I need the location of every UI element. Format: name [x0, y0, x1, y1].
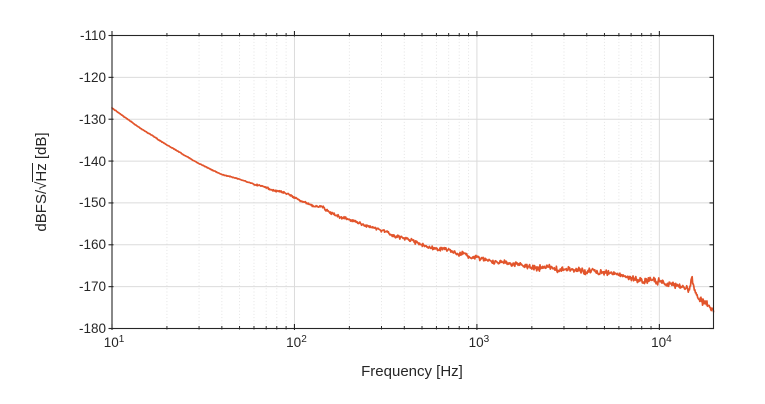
- x-tick-label: 101: [92, 333, 136, 351]
- y-tick-label: -160: [78, 237, 106, 253]
- y-axis-label-post: [dB]: [33, 132, 50, 164]
- y-tick-label: -120: [78, 69, 106, 85]
- x-tick-exponent: 2: [301, 333, 307, 345]
- x-tick-base: 10: [286, 335, 302, 350]
- x-axis-label: Frequency [Hz]: [361, 363, 463, 380]
- y-tick-label: -110: [79, 28, 106, 43]
- y-tick-label: -180: [78, 321, 106, 336]
- x-tick-base: 10: [103, 335, 119, 350]
- x-tick-label: 104: [639, 333, 683, 351]
- noise-floor-curve: [111, 107, 715, 313]
- x-tick-label: 102: [274, 333, 318, 351]
- y-tick-label: -150: [78, 195, 106, 211]
- y-tick-label: -170: [78, 279, 106, 295]
- x-tick-label: 103: [457, 333, 501, 351]
- y-tick-label: -130: [78, 111, 106, 127]
- y-axis-label-under-radical: Hz: [32, 163, 50, 182]
- x-tick-base: 10: [651, 335, 667, 350]
- y-axis-label: dBFS/√Hz [dB]: [32, 32, 53, 332]
- x-tick-base: 10: [468, 335, 484, 350]
- sqrt-symbol: √: [33, 181, 50, 190]
- y-axis-label-pre: dBFS/: [33, 189, 50, 232]
- axes-box: [111, 34, 715, 330]
- x-tick-exponent: 4: [666, 333, 672, 345]
- x-tick-exponent: 3: [483, 333, 490, 345]
- x-tick-exponent: 1: [118, 333, 125, 345]
- y-tick-label: -140: [78, 153, 106, 169]
